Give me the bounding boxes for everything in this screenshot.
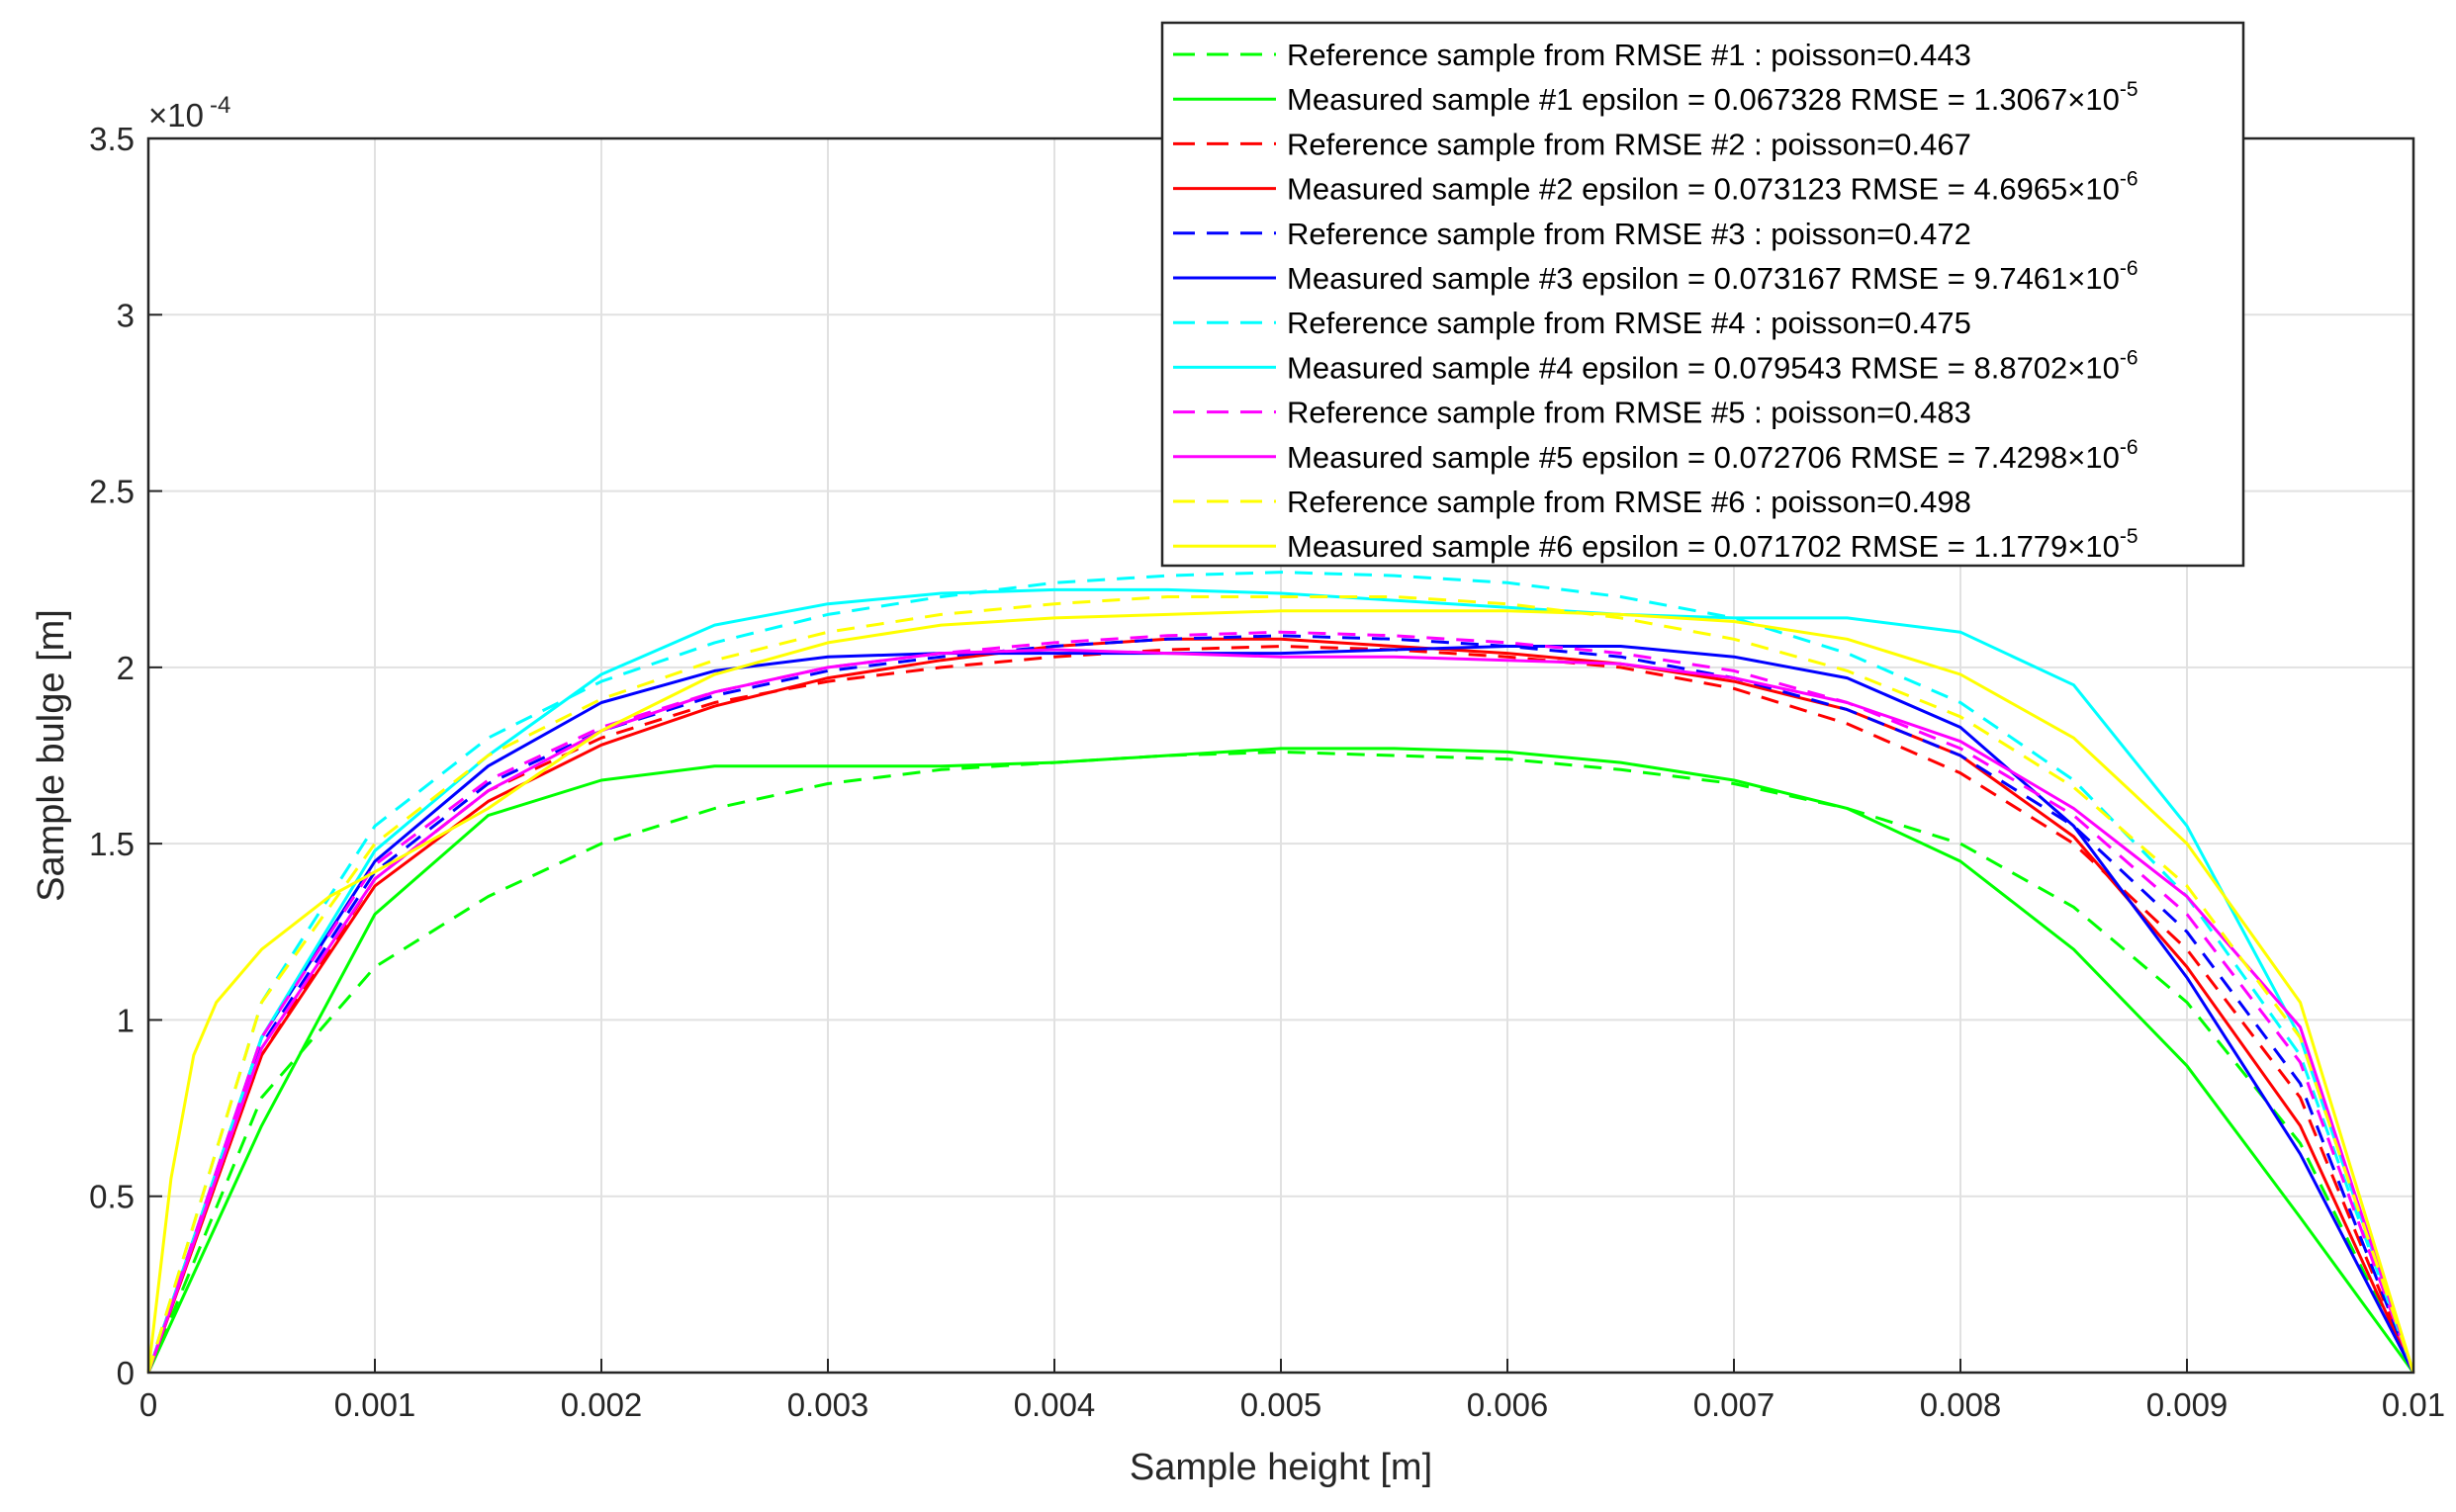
legend-entry: Reference sample from RMSE #5 : poisson=… (1287, 396, 1971, 430)
series-line-11 (146, 595, 2415, 1374)
legend-entry: Measured sample #6 epsilon = 0.071702 RM… (1287, 525, 2138, 564)
legend-rmse-exponent: -6 (2120, 168, 2138, 191)
series-lines (146, 571, 2415, 1374)
x-tick-label: 0.001 (334, 1386, 416, 1423)
series-line-12 (146, 609, 2415, 1374)
x-tick-label: 0.004 (1014, 1386, 1096, 1423)
legend-entry: Measured sample #1 epsilon = 0.067328 RM… (1287, 78, 2138, 117)
legend-box (1160, 21, 2245, 568)
legend-rmse-exponent: -5 (2120, 78, 2138, 101)
y-tick-label: 1.5 (89, 826, 135, 862)
legend: Reference sample from RMSE #1 : poisson=… (1160, 21, 2245, 568)
y-axis-label: Sample bulge [m] (31, 609, 72, 902)
legend-rmse-exponent: -6 (2120, 436, 2138, 459)
legend-entry: Reference sample from RMSE #3 : poisson=… (1287, 217, 1971, 251)
series-line-2 (146, 747, 2415, 1374)
x-tick-label: 0.003 (787, 1386, 869, 1423)
series-line-9 (146, 630, 2415, 1374)
x-tick-label: 0.007 (1693, 1386, 1775, 1423)
legend-rmse-exponent: -6 (2120, 257, 2138, 280)
legend-entry: Reference sample from RMSE #1 : poisson=… (1287, 38, 1971, 72)
x-tick-label: 0.006 (1467, 1386, 1549, 1423)
y-exponent: -4 (210, 92, 230, 119)
legend-entry: Reference sample from RMSE #6 : poisson=… (1287, 485, 1971, 519)
y-tick-label: 3 (117, 297, 135, 333)
legend-rmse-exponent: -6 (2120, 346, 2138, 369)
series-line-3 (146, 645, 2415, 1374)
y-tick-label: 3.5 (89, 121, 135, 157)
y-tick-labels: 0 0.5 1 1.5 2 2.5 3 3.5 (89, 121, 135, 1391)
series-line-10 (146, 648, 2415, 1374)
y-exponent-base: ×10 (148, 97, 204, 133)
x-tick-label: 0.01 (2382, 1386, 2445, 1423)
legend-entry: Measured sample #4 epsilon = 0.079543 RM… (1287, 346, 2138, 385)
legend-rmse-exponent: -5 (2120, 525, 2138, 548)
legend-entry: Measured sample #2 epsilon = 0.073123 RM… (1287, 168, 2138, 207)
y-tick-label: 0 (117, 1355, 135, 1391)
series-line-7 (146, 571, 2415, 1374)
series-line-5 (146, 634, 2415, 1374)
y-tick-label: 0.5 (89, 1179, 135, 1215)
x-axis-label: Sample height [m] (1130, 1447, 1432, 1488)
x-tick-label: 0.002 (561, 1386, 643, 1423)
x-tick-label: 0.005 (1240, 1386, 1322, 1423)
y-tick-label: 2.5 (89, 474, 135, 510)
x-tick-labels: 0 0.001 0.002 0.003 0.004 0.005 0.006 0.007 0.00… (139, 1386, 2445, 1423)
legend-entry: Reference sample from RMSE #2 : poisson=… (1287, 127, 1971, 161)
legend-entry: Reference sample from RMSE #4 : poisson=… (1287, 306, 1971, 340)
series-line-8 (146, 587, 2415, 1374)
x-tick-label: 0 (139, 1386, 157, 1423)
y-tick-label: 1 (117, 1002, 135, 1038)
legend-entry: Measured sample #5 epsilon = 0.072706 RM… (1287, 436, 2138, 475)
y-tick-label: 2 (117, 650, 135, 686)
legend-entry: Measured sample #3 epsilon = 0.073167 RM… (1287, 257, 2138, 296)
x-tick-label: 0.008 (1920, 1386, 2002, 1423)
x-tick-label: 0.009 (2146, 1386, 2229, 1423)
